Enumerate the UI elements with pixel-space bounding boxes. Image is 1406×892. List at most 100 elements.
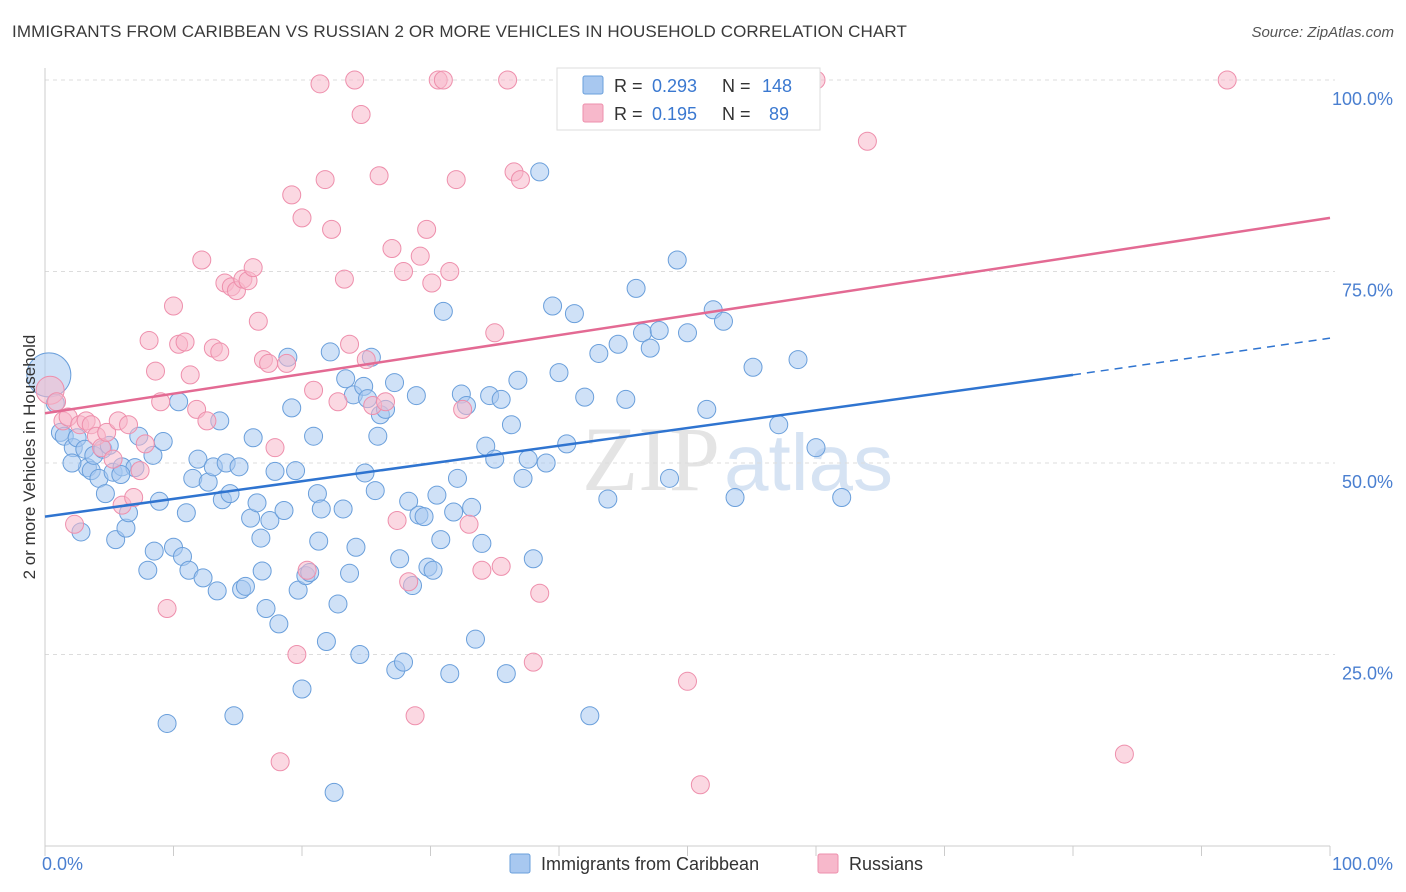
point-caribbean bbox=[336, 369, 356, 389]
point-caribbean bbox=[462, 497, 482, 517]
point-caribbean bbox=[406, 386, 426, 406]
point-russians bbox=[1217, 70, 1237, 90]
point-caribbean bbox=[536, 453, 556, 473]
point-russians bbox=[192, 250, 212, 270]
gridlines bbox=[45, 79, 1335, 655]
legend-n-label-2: N = bbox=[722, 104, 751, 124]
trend-line-caribbean-extension bbox=[1072, 337, 1331, 376]
point-caribbean bbox=[501, 415, 521, 435]
point-caribbean bbox=[288, 580, 308, 600]
legend-swatch-caribbean bbox=[582, 75, 604, 95]
point-caribbean bbox=[390, 549, 410, 569]
point-russians bbox=[180, 365, 200, 385]
point-russians bbox=[459, 514, 479, 534]
point-caribbean bbox=[518, 449, 538, 469]
point-russians bbox=[146, 361, 166, 381]
legend-r-value-1: 0.293 bbox=[652, 76, 697, 96]
point-russians bbox=[433, 70, 453, 90]
bottom-legend-swatch-caribbean bbox=[509, 853, 531, 874]
point-russians bbox=[491, 556, 511, 576]
point-russians bbox=[124, 487, 144, 507]
point-caribbean bbox=[523, 549, 543, 569]
point-caribbean bbox=[274, 500, 294, 520]
point-caribbean bbox=[176, 503, 196, 523]
point-caribbean bbox=[224, 706, 244, 726]
point-caribbean bbox=[169, 392, 189, 412]
point-caribbean bbox=[188, 449, 208, 469]
x-tick-label-max: 100.0% bbox=[1332, 854, 1393, 874]
point-caribbean bbox=[564, 304, 584, 324]
point-caribbean bbox=[530, 162, 550, 182]
point-caribbean bbox=[235, 576, 255, 596]
point-caribbean bbox=[292, 679, 312, 699]
point-caribbean bbox=[713, 311, 733, 331]
point-caribbean bbox=[549, 363, 569, 383]
point-caribbean bbox=[444, 502, 464, 522]
point-caribbean bbox=[423, 560, 443, 580]
point-russians bbox=[453, 399, 473, 419]
point-russians bbox=[270, 752, 290, 772]
point-russians bbox=[130, 461, 150, 481]
point-caribbean bbox=[589, 343, 609, 363]
point-russians bbox=[197, 411, 217, 431]
point-russians bbox=[523, 652, 543, 672]
point-caribbean bbox=[368, 426, 388, 446]
legend-r-label-1: R = bbox=[614, 76, 643, 96]
point-russians bbox=[47, 392, 67, 412]
point-caribbean bbox=[62, 453, 82, 473]
point-russians bbox=[472, 560, 492, 580]
point-russians bbox=[382, 239, 402, 259]
point-caribbean bbox=[513, 468, 533, 488]
point-caribbean bbox=[496, 664, 516, 684]
point-caribbean bbox=[316, 631, 336, 651]
bottom-legend-label-caribbean: Immigrants from Caribbean bbox=[541, 854, 759, 874]
point-russians bbox=[446, 170, 466, 190]
point-caribbean bbox=[649, 320, 669, 340]
point-caribbean bbox=[365, 481, 385, 501]
point-caribbean bbox=[346, 537, 366, 557]
point-caribbean bbox=[282, 398, 302, 418]
stats-legend: R = 0.293 N = 148 R = 0.195 N = 89 bbox=[556, 67, 821, 131]
point-russians bbox=[394, 262, 414, 281]
trend-line-russians bbox=[44, 216, 1331, 415]
point-caribbean bbox=[575, 387, 595, 407]
point-russians bbox=[315, 170, 335, 190]
point-caribbean bbox=[660, 468, 680, 488]
point-caribbean bbox=[320, 342, 340, 362]
point-caribbean bbox=[394, 652, 414, 672]
point-russians bbox=[277, 353, 297, 373]
point-russians bbox=[345, 70, 365, 90]
point-caribbean bbox=[350, 645, 370, 664]
point-caribbean bbox=[265, 461, 285, 481]
point-caribbean bbox=[286, 461, 306, 481]
point-caribbean bbox=[598, 489, 618, 509]
legend-r-label-2: R = bbox=[614, 104, 643, 124]
point-russians bbox=[485, 323, 505, 343]
point-russians bbox=[351, 104, 371, 124]
point-caribbean bbox=[247, 493, 267, 513]
point-russians bbox=[405, 706, 425, 726]
legend-n-value-2: 89 bbox=[769, 104, 789, 124]
point-caribbean bbox=[640, 338, 660, 358]
point-russians bbox=[498, 70, 518, 90]
point-caribbean bbox=[269, 614, 289, 634]
point-caribbean bbox=[725, 487, 745, 507]
legend-r-value-2: 0.195 bbox=[652, 104, 697, 124]
point-caribbean bbox=[832, 487, 852, 507]
point-russians bbox=[210, 342, 230, 362]
point-caribbean bbox=[433, 301, 453, 321]
source-credit: Source: ZipAtlas.com bbox=[1251, 24, 1394, 41]
point-russians bbox=[417, 219, 437, 239]
point-caribbean bbox=[385, 373, 405, 393]
point-russians bbox=[65, 514, 85, 534]
point-caribbean bbox=[580, 706, 600, 726]
point-caribbean bbox=[616, 389, 636, 409]
point-caribbean bbox=[678, 323, 697, 343]
point-russians bbox=[265, 438, 285, 458]
point-caribbean bbox=[324, 782, 344, 802]
point-caribbean bbox=[340, 563, 360, 583]
point-caribbean bbox=[138, 560, 158, 580]
point-caribbean bbox=[153, 432, 173, 452]
legend-swatch-russians bbox=[582, 103, 604, 123]
